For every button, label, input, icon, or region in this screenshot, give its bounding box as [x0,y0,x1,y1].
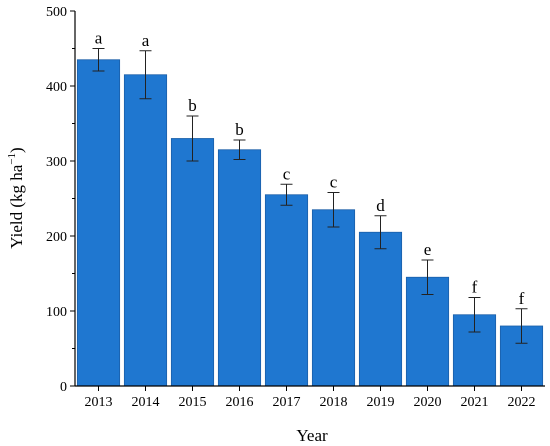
x-axis-title: Year [296,426,328,445]
bar-2018 [311,209,356,387]
y-tick-label-300: 300 [46,155,67,170]
y-tick-label-0: 0 [60,380,67,395]
x-tick-label-2019: 2019 [367,395,395,410]
x-tick-label-2015: 2015 [179,395,207,410]
y-axis-title-close: ) [7,147,26,153]
x-tick-label-2013: 2013 [85,395,113,410]
error-bar-2013 [92,48,105,72]
bars-group [76,59,544,387]
bar-2016 [217,149,262,387]
y-axis-title-superscript: −1 [6,153,18,165]
significance-label-2014: a [142,31,150,50]
error-bars-group [92,48,528,344]
error-bar-2014 [139,50,152,100]
significance-label-2018: c [330,173,338,192]
significance-label-2015: b [188,96,197,115]
error-bar-2022 [515,308,528,344]
x-axis: 2013 2014 2015 2016 2017 2018 2019 2020 2021 2022 [75,385,545,410]
bar-2015 [170,138,215,387]
significance-label-2019: d [376,196,385,215]
y-axis-title-main: Yield (kg ha [7,164,26,248]
bar-2019 [358,231,403,387]
x-tick-label-2022: 2022 [508,395,536,410]
x-tick-label-2014: 2014 [132,395,160,410]
y-tick-label-100: 100 [46,305,67,320]
error-bar-2016 [233,139,246,160]
significance-label-2020: e [424,240,432,259]
y-tick-label-500: 500 [46,5,67,20]
significance-label-2016: b [235,120,244,139]
bar-2013 [76,59,121,387]
error-bar-2017 [280,183,293,206]
error-bar-2018 [327,192,340,228]
x-tick-label-2016: 2016 [226,395,254,410]
x-tick-label-2020: 2020 [414,395,442,410]
error-bar-2021 [468,297,481,333]
y-axis-title: Yield (kg ha−1) [6,147,26,248]
significance-label-2017: c [283,164,291,183]
bar-2014 [123,74,168,387]
error-bar-2020 [421,259,434,295]
significance-label-2021: f [472,278,478,297]
error-bar-2019 [374,215,387,250]
x-tick-label-2021: 2021 [461,395,489,410]
x-tick-label-2018: 2018 [320,395,348,410]
bar-2020 [405,276,450,387]
x-tick-label-2017: 2017 [273,395,301,410]
y-axis: 0 100 200 300 400 500 [46,5,76,395]
significance-label-2022: f [519,289,525,308]
significance-label-2013: a [95,29,103,48]
significance-labels-group: a a b b c c d e f f [95,29,525,308]
error-bar-2015 [186,115,199,162]
y-tick-label-400: 400 [46,80,67,95]
bar-2017 [264,194,309,387]
y-tick-label-200: 200 [46,230,67,245]
